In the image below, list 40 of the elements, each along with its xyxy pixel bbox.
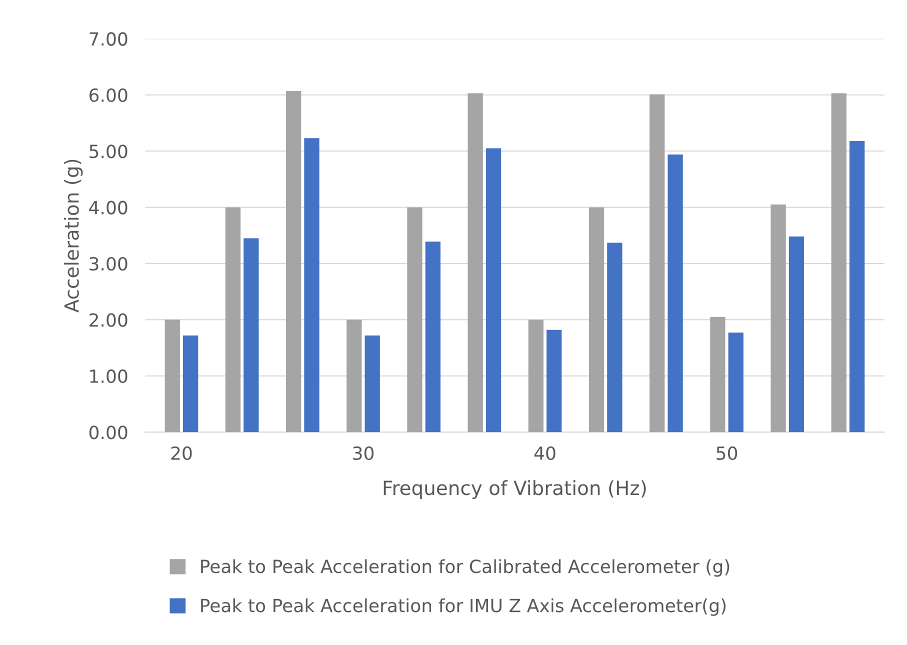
x-axis-title: Frequency of Vibration (Hz) (384, 480, 646, 499)
y-tick-label: 0.00 (89, 426, 128, 440)
y-tick-label: 2.00 (90, 313, 128, 327)
y-tick-label: 5.00 (90, 144, 128, 158)
y-tick-label: 6.00 (90, 88, 128, 102)
y-axis-title: Acceleration (g) (64, 160, 83, 313)
x-tick-label: 20 (171, 446, 192, 460)
bar (346, 320, 362, 432)
bar (225, 207, 241, 432)
bar (528, 320, 544, 432)
y-tick-label: 7.00 (90, 32, 128, 46)
bar (728, 332, 744, 432)
bar (244, 238, 259, 432)
bar (546, 330, 562, 432)
legend-label: Peak to Peak Acceleration for Calibrated Accelerometer (g) (201, 559, 730, 577)
bar (831, 93, 846, 432)
bar (710, 316, 726, 432)
bar (668, 154, 683, 432)
bar (182, 335, 198, 432)
bar (607, 242, 622, 432)
legend-label: Peak to Peak Acceleration for IMU Z Axis Accelerometer(g) (201, 598, 726, 616)
bar (304, 138, 320, 432)
bar (286, 90, 302, 432)
x-tick-label: 40 (534, 446, 556, 460)
bar (164, 320, 180, 432)
bar (770, 204, 786, 432)
bar (468, 93, 483, 432)
y-tick-label: 3.00 (90, 256, 128, 271)
bar (650, 94, 665, 432)
y-tick-label: 4.00 (89, 200, 128, 214)
bar (788, 236, 804, 432)
bar (849, 140, 865, 432)
bar (364, 335, 380, 432)
x-tick-label: 50 (716, 446, 738, 460)
bar (486, 148, 502, 432)
bar (588, 207, 604, 432)
bar (407, 207, 422, 432)
x-tick-label: 30 (353, 446, 374, 460)
bar (425, 242, 440, 432)
y-tick-label: 1.00 (90, 369, 128, 384)
